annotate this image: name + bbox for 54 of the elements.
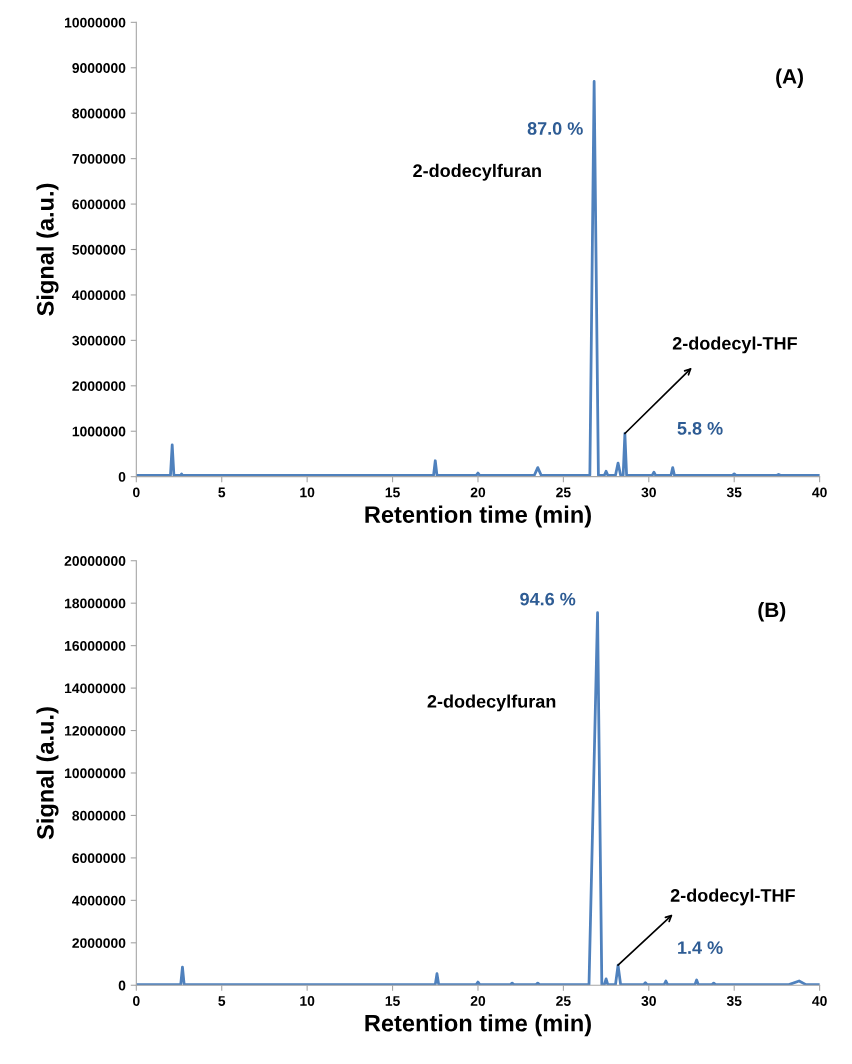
annotation: 2-dodecyl-THF — [672, 336, 797, 354]
y-tick-label: 20000000 — [64, 556, 126, 566]
annotation: 94.6 % — [520, 592, 576, 606]
y-tick-label: 18000000 — [64, 598, 126, 609]
x-tick-label: 40 — [812, 996, 827, 1006]
annotation: 1.4 % — [678, 941, 723, 954]
x-tick-label: 20 — [470, 487, 486, 498]
y-tick-label: 4000000 — [72, 895, 126, 906]
x-tick-label: 15 — [385, 487, 400, 498]
y-tick-label: 14000000 — [64, 683, 126, 694]
annotation: 5.8 % — [677, 421, 723, 435]
annotation: 87.0 % — [527, 122, 583, 135]
x-tick-label: 35 — [726, 487, 742, 498]
x-tick-label: 5 — [218, 996, 226, 1006]
y-tick-label: 10000000 — [64, 17, 126, 28]
x-tick-label: 25 — [556, 996, 571, 1006]
x-axis-title: Retention time (min) — [365, 1014, 591, 1037]
y-tick-label: 3000000 — [72, 335, 126, 346]
y-tick-label: 9000000 — [72, 63, 126, 73]
x-tick-label: 0 — [133, 996, 140, 1006]
y-tick-label: 1000000 — [72, 426, 126, 437]
y-tick-label: 7000000 — [72, 153, 126, 164]
x-tick-label: 25 — [556, 487, 571, 498]
y-tick-label: 6000000 — [72, 853, 126, 864]
x-tick-label: 10 — [300, 487, 315, 498]
y-tick-label: 2000000 — [72, 938, 126, 948]
y-tick-label: 5000000 — [72, 244, 126, 255]
annotation: 2-dodecylfuran — [413, 163, 541, 181]
x-tick-label: 20 — [470, 996, 486, 1006]
y-tick-label: 0 — [118, 980, 126, 991]
y-tick-label: 12000000 — [64, 725, 126, 736]
y-axis-title: Signal (a.u.) — [36, 707, 59, 840]
x-tick-label: 0 — [133, 487, 140, 498]
y-tick-label: 0 — [118, 472, 126, 482]
x-tick-label: 10 — [300, 996, 315, 1006]
x-axis-title: Retention time (min) — [365, 505, 591, 528]
annotation: 2-dodecyl-THF — [670, 888, 795, 906]
x-tick-label: 30 — [641, 996, 656, 1006]
x-tick-label: 5 — [218, 487, 226, 498]
y-tick-label: 8000000 — [72, 810, 126, 821]
y-axis-title: Signal (a.u.) — [36, 183, 59, 316]
y-tick-label: 6000000 — [72, 199, 126, 210]
annotation: (A) — [776, 68, 803, 88]
x-tick-label: 35 — [726, 996, 742, 1006]
x-tick-label: 15 — [385, 996, 400, 1006]
y-tick-label: 2000000 — [72, 381, 126, 391]
x-tick-label: 40 — [812, 487, 827, 498]
x-tick-label: 30 — [641, 487, 656, 498]
annotation: 2-dodecylfuran — [427, 694, 556, 712]
y-tick-label: 4000000 — [72, 290, 126, 301]
y-tick-label: 8000000 — [72, 108, 126, 119]
y-tick-label: 10000000 — [64, 768, 126, 779]
annotation: (B) — [758, 601, 786, 622]
y-tick-label: 16000000 — [64, 640, 126, 651]
